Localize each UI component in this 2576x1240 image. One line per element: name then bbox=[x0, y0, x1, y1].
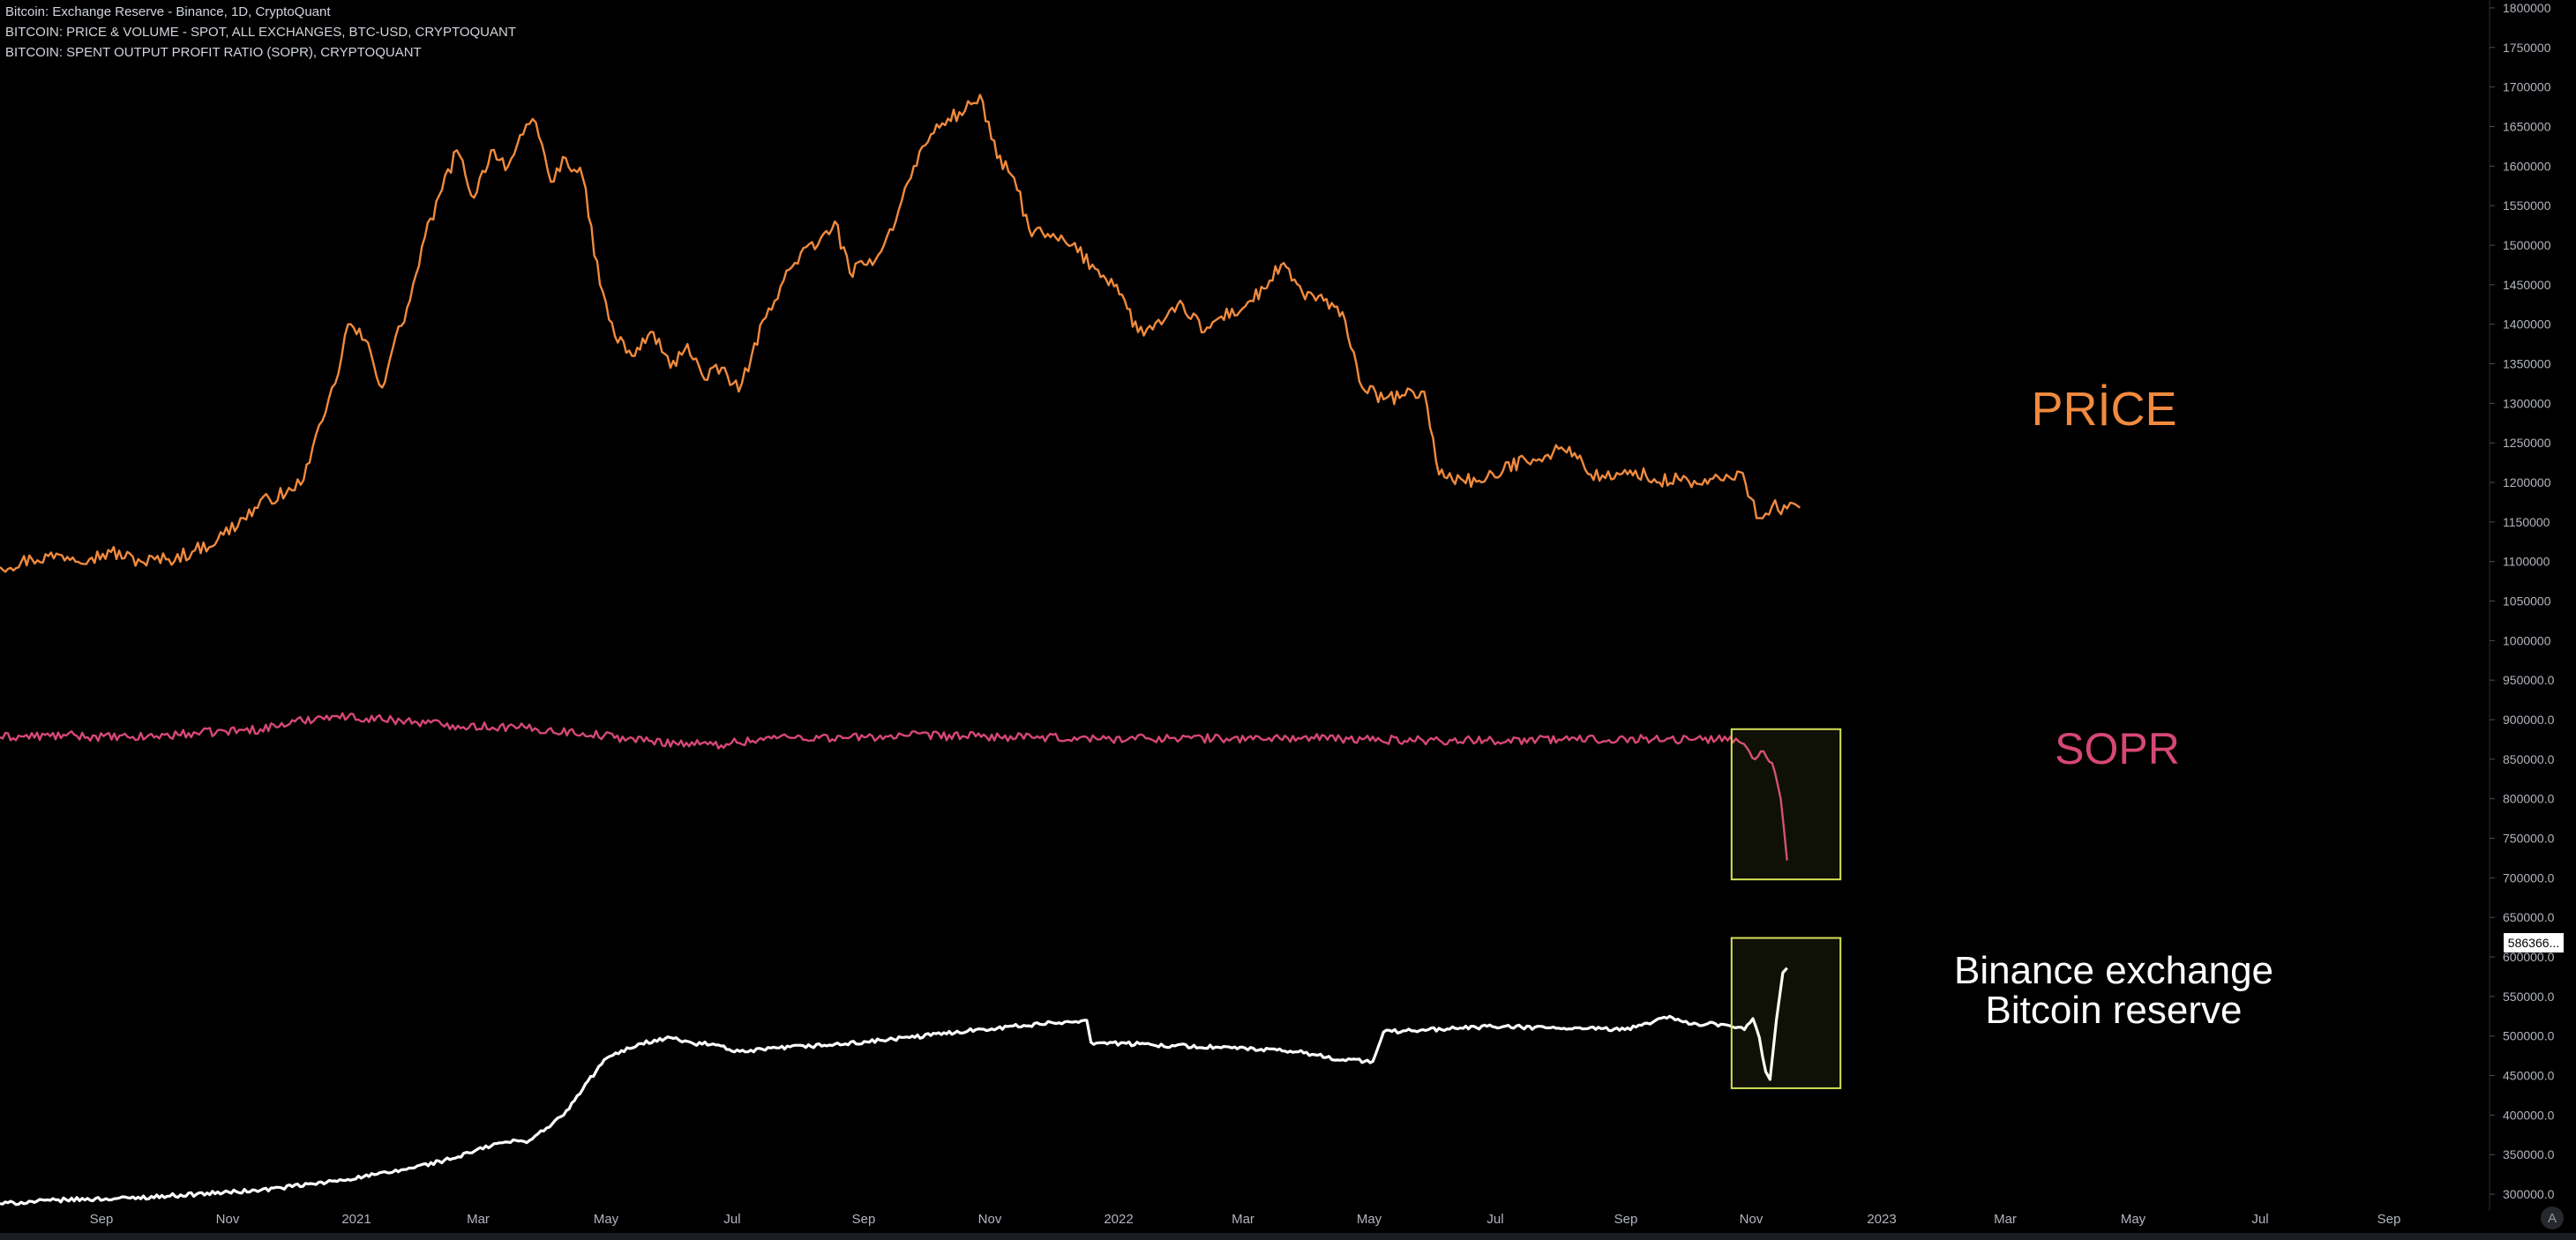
y-tick-label: 1600000 bbox=[2503, 159, 2551, 173]
x-tick-label: 2022 bbox=[1104, 1212, 1133, 1227]
highlight-box-sopr bbox=[1730, 728, 1842, 881]
y-tick-label: 600000.0 bbox=[2503, 950, 2555, 964]
auto-scale-button[interactable]: A bbox=[2541, 1206, 2564, 1229]
y-tick-label: 1700000 bbox=[2503, 80, 2551, 94]
x-tick-label: 2023 bbox=[1867, 1212, 1896, 1227]
y-tick-label: 1750000 bbox=[2503, 41, 2551, 55]
y-tick-label: 300000.0 bbox=[2503, 1187, 2555, 1201]
y-tick-label: 850000.0 bbox=[2503, 752, 2555, 766]
x-tick-label: May bbox=[1357, 1212, 1382, 1227]
x-tick-label: Nov bbox=[978, 1212, 1002, 1227]
y-tick-label: 1200000 bbox=[2503, 475, 2551, 489]
y-tick-label: 1800000 bbox=[2503, 1, 2551, 15]
y-tick-label: 1150000 bbox=[2503, 515, 2550, 529]
y-tick-label: 1400000 bbox=[2503, 317, 2551, 332]
y-tick-label: 800000.0 bbox=[2503, 792, 2555, 806]
y-tick-label: 1100000 bbox=[2503, 555, 2550, 569]
y-tick-label: 1250000 bbox=[2503, 436, 2551, 450]
y-tick-label: 700000.0 bbox=[2503, 870, 2555, 885]
price-annotation: PRİCE bbox=[2031, 383, 2176, 436]
x-tick-label: Sep bbox=[2378, 1212, 2401, 1227]
series-line-price[interactable] bbox=[0, 93, 1801, 573]
y-tick-label: 1650000 bbox=[2503, 119, 2551, 133]
last-price-label: 586366... bbox=[2508, 936, 2559, 950]
y-tick-label: 1050000 bbox=[2503, 594, 2551, 609]
x-tick-label: Mar bbox=[467, 1212, 490, 1227]
legend-item-reserve[interactable]: Bitcoin: Exchange Reserve - Binance, 1D,… bbox=[5, 4, 331, 19]
series-layer bbox=[0, 93, 1801, 1206]
series-line-sopr[interactable] bbox=[0, 712, 1788, 861]
x-tick-label: 2021 bbox=[341, 1212, 371, 1227]
y-tick-label: 500000.0 bbox=[2503, 1029, 2555, 1043]
y-tick-label: 950000.0 bbox=[2503, 673, 2555, 687]
y-tick-label: 1550000 bbox=[2503, 198, 2551, 213]
y-tick-label: 1500000 bbox=[2503, 238, 2551, 252]
last-price-tag: 586366... bbox=[2504, 933, 2564, 952]
y-axis[interactable]: 1800000 1750000 1700000 1650000 1600000 15500… bbox=[2490, 1, 2555, 1201]
y-tick-label: 1000000 bbox=[2503, 633, 2551, 647]
y-tick-label: 900000.0 bbox=[2503, 713, 2555, 727]
highlight-layer bbox=[1730, 728, 1842, 1089]
y-tick-label: 400000.0 bbox=[2503, 1108, 2555, 1122]
sopr-annotation: SOPR bbox=[2055, 724, 2180, 773]
reserve-annotation-line1: Binance exchange bbox=[1954, 949, 2273, 992]
x-tick-label: Jul bbox=[723, 1212, 740, 1227]
x-tick-label: Jul bbox=[2251, 1212, 2268, 1227]
x-axis[interactable]: Sep Nov 2021 Mar May Jul Sep Nov 2022 Mar May Jul Se… bbox=[90, 1212, 2401, 1227]
x-tick-label: Mar bbox=[1232, 1212, 1254, 1227]
y-tick-label: 1300000 bbox=[2503, 396, 2551, 410]
bottom-strip bbox=[0, 1233, 2576, 1240]
x-tick-label: Sep bbox=[1614, 1212, 1638, 1227]
y-tick-label: 750000.0 bbox=[2503, 832, 2555, 846]
legend-item-sopr[interactable]: BITCOIN: SPENT OUTPUT PROFIT RATIO (SOPR… bbox=[5, 45, 422, 60]
x-tick-label: Jul bbox=[1486, 1212, 1503, 1227]
x-tick-label: May bbox=[594, 1212, 619, 1227]
reserve-annotation-line2: Bitcoin reserve bbox=[1985, 989, 2242, 1032]
x-tick-label: Sep bbox=[852, 1212, 876, 1227]
y-tick-label: 350000.0 bbox=[2503, 1147, 2555, 1162]
x-tick-label: Nov bbox=[216, 1212, 240, 1227]
chart-legend: Bitcoin: Exchange Reserve - Binance, 1D,… bbox=[5, 2, 516, 63]
highlight-box-reserve bbox=[1730, 937, 1842, 1089]
x-tick-label: Sep bbox=[90, 1212, 114, 1227]
y-tick-label: 650000.0 bbox=[2503, 910, 2555, 924]
series-line-reserve[interactable] bbox=[0, 967, 1788, 1206]
y-tick-label: 1350000 bbox=[2503, 356, 2551, 370]
x-tick-label: Nov bbox=[1740, 1212, 1764, 1227]
y-tick-label: 550000.0 bbox=[2503, 990, 2555, 1004]
x-tick-label: Mar bbox=[1994, 1212, 2017, 1227]
y-tick-label: 1450000 bbox=[2503, 278, 2551, 292]
legend-item-price[interactable]: BITCOIN: PRICE & VOLUME - SPOT, ALL EXCH… bbox=[5, 25, 517, 40]
x-tick-label: May bbox=[2121, 1212, 2146, 1227]
y-tick-label: 450000.0 bbox=[2503, 1069, 2555, 1083]
